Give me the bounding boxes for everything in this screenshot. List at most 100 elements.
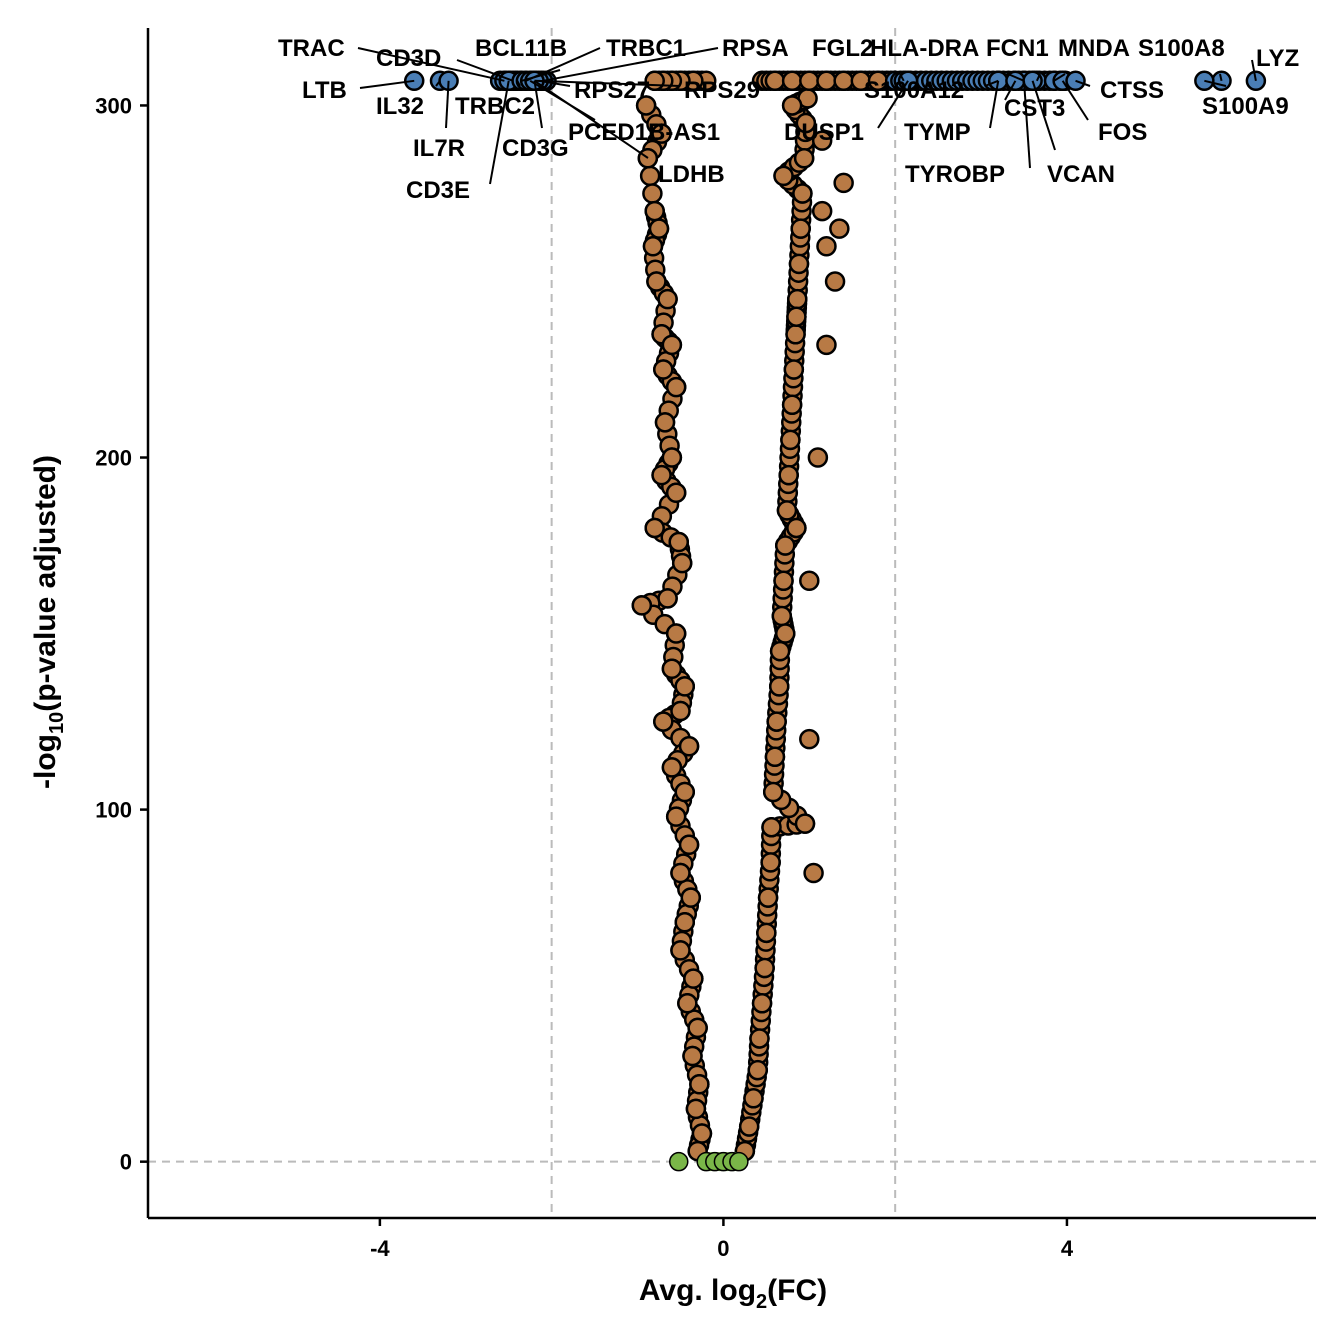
gene-label: CD3D — [376, 45, 441, 72]
label-segment — [1023, 80, 1031, 169]
significant-point — [661, 334, 683, 356]
significant-point — [691, 1123, 713, 1144]
significant-point — [651, 123, 672, 144]
significant-point — [637, 148, 659, 169]
gene-label: LTB — [302, 77, 347, 104]
gene-label: CST3 — [1004, 95, 1065, 122]
label-segments — [357, 47, 1257, 185]
label-segment — [359, 79, 415, 89]
gene-label: MNDA — [1058, 35, 1130, 62]
gene-label: FOS — [1098, 119, 1147, 146]
significant-point — [781, 95, 803, 116]
significant-point — [657, 288, 678, 310]
label-segment — [445, 80, 450, 129]
significant-point — [661, 658, 683, 680]
significant-point — [639, 165, 661, 187]
significant-point — [780, 429, 801, 451]
gene-label: RPS27 — [574, 77, 650, 104]
significant-point — [683, 968, 704, 989]
significant-point — [816, 334, 837, 356]
significant-point — [781, 394, 803, 415]
y-axis-title: -log10(p-value adjusted) — [29, 455, 68, 789]
significant-point — [654, 412, 676, 433]
gene-label: RPSA — [722, 35, 789, 62]
significant-point — [668, 531, 690, 553]
significant-point — [678, 834, 700, 856]
axes: -4 0 4 0 100 200 300 — [95, 28, 1316, 1261]
label-segment — [1053, 73, 1066, 82]
significant-point — [671, 552, 693, 574]
gene-label: TRAC — [278, 35, 345, 62]
gene-label: DUSP1 — [784, 119, 864, 146]
label-segment — [1004, 80, 1017, 101]
significant-point — [799, 70, 820, 92]
label-segment — [1061, 80, 1089, 121]
significant-point — [799, 728, 820, 750]
significant-point — [651, 464, 672, 486]
significant-point — [811, 200, 833, 222]
significant-point — [674, 781, 696, 803]
gene-label: S100A9 — [1202, 93, 1289, 120]
gene-label: TRBC1 — [606, 35, 686, 62]
significant-point — [754, 957, 775, 979]
gene-label: IL32 — [376, 93, 424, 120]
significant-point — [757, 887, 779, 908]
gene-label: RPS29 — [684, 77, 760, 104]
significant-point — [661, 447, 683, 468]
gene-label: S100A8 — [1138, 35, 1225, 62]
significant-point — [653, 711, 674, 732]
significant-point — [793, 148, 815, 169]
significant-point — [766, 711, 787, 732]
significant-point — [665, 623, 687, 644]
gene-label: CD3G — [502, 135, 569, 162]
significant-point — [665, 376, 687, 398]
label-segment — [984, 79, 999, 87]
gene-label: VCAN — [1047, 161, 1115, 188]
significant-point — [774, 535, 796, 556]
x-tick-label: 0 — [717, 1236, 729, 1261]
significant-point — [788, 253, 810, 275]
significant-point — [776, 500, 798, 521]
significant-point — [768, 676, 790, 697]
significant-point — [764, 746, 786, 768]
not-significant-point — [729, 1151, 749, 1172]
significant-point — [769, 640, 791, 662]
y-tick-label: 0 — [120, 1150, 132, 1175]
significant-point — [774, 623, 796, 644]
significant-point — [687, 1017, 708, 1039]
label-segment — [534, 79, 681, 87]
label-segment — [1204, 79, 1227, 87]
significant-point — [807, 447, 829, 468]
label-segment — [1035, 73, 1041, 82]
significant-point — [674, 676, 696, 697]
significant-point — [677, 992, 698, 1014]
significant-point — [803, 862, 824, 884]
threshold-lines — [148, 28, 1316, 1218]
significant-point — [685, 1098, 707, 1120]
significant-point — [778, 464, 799, 486]
label-segment — [435, 80, 441, 87]
significant-point — [756, 922, 777, 944]
significant-point — [762, 781, 784, 803]
significant-point — [773, 570, 794, 592]
gene-label: TYROBP — [905, 161, 1005, 188]
label-segment — [1031, 80, 1056, 151]
significant-point — [816, 236, 837, 257]
significant-point — [738, 1116, 760, 1137]
label-segment — [489, 80, 510, 185]
x-tick-label: -4 — [370, 1236, 390, 1261]
significant-point — [761, 816, 782, 838]
label-segment — [516, 80, 521, 87]
significant-point — [783, 359, 805, 380]
significant-point — [674, 912, 696, 933]
gene-label: TRBC2 — [455, 93, 535, 120]
label-segment — [456, 59, 514, 82]
significant-point — [785, 324, 806, 345]
significant-point — [680, 887, 702, 908]
significant-point — [749, 1028, 770, 1049]
gene-label: CD3E — [406, 177, 470, 204]
y-tick-label: 100 — [95, 798, 132, 823]
significant-point — [670, 700, 691, 722]
significant-point — [764, 70, 786, 92]
